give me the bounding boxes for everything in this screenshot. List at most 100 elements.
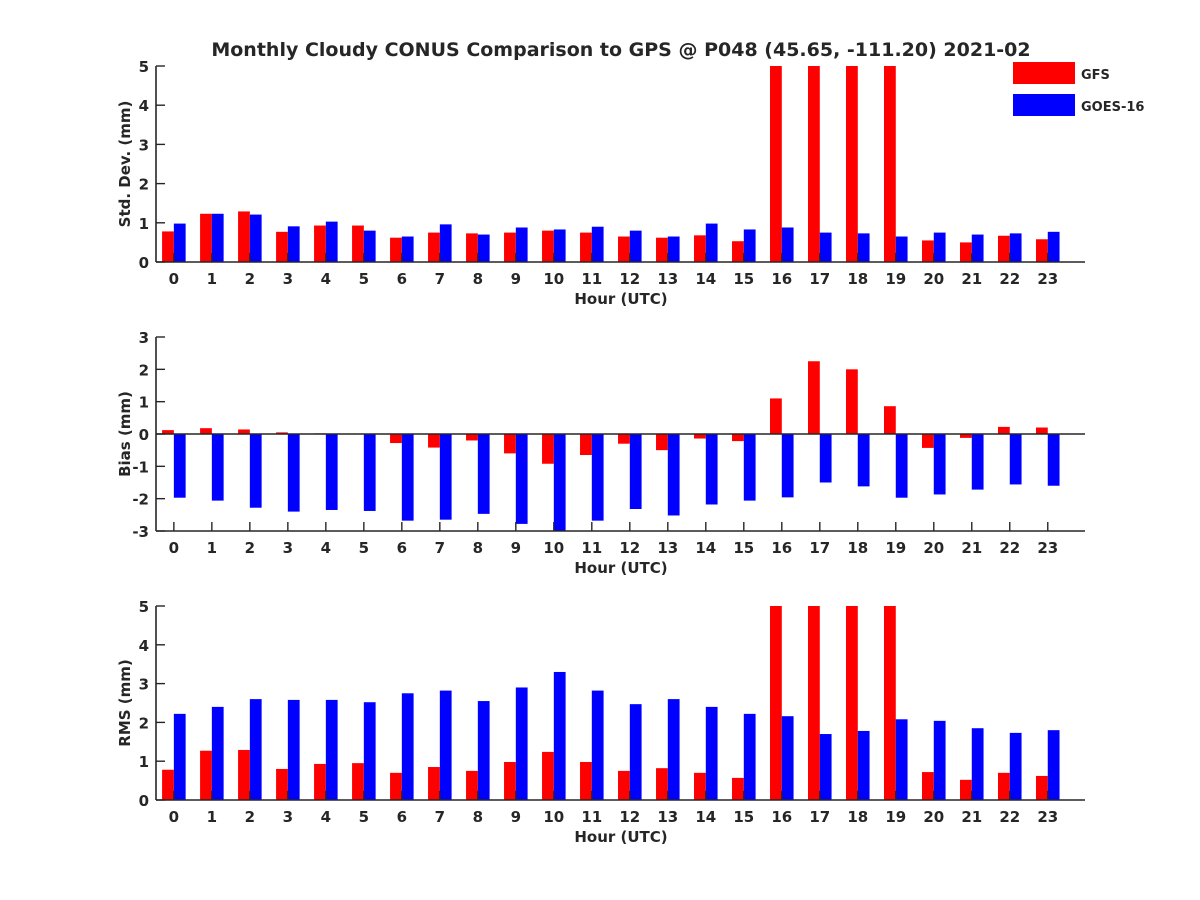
rms-bar-gfs-3 (276, 768, 288, 800)
rms-bar-gfs-18 (846, 606, 858, 800)
rms-x-tick-label: 17 (809, 808, 830, 826)
std-dev-bar-goes16-11 (591, 226, 604, 262)
bias-bar-gfs-16 (770, 398, 782, 434)
rms-bar-goes16-20 (933, 720, 946, 800)
bias-bar-gfs-19 (884, 406, 896, 434)
std-dev-x-tick-label: 9 (511, 270, 521, 288)
bias-x-tick-label: 15 (733, 539, 754, 557)
rms-x-tick-label: 11 (581, 808, 602, 826)
std-dev-x-tick-label: 14 (695, 270, 716, 288)
std-dev-bar-goes16-14 (705, 223, 718, 262)
std-dev-x-tick-label: 15 (733, 270, 754, 288)
std-dev-bar-goes16-20 (933, 232, 946, 262)
bias-bar-goes16-9 (515, 434, 528, 524)
std-dev-x-tick-label: 12 (619, 270, 640, 288)
bias-x-tick-label: 0 (169, 539, 179, 557)
legend-swatch-goes16 (1013, 94, 1075, 116)
bias-x-tick-label: 10 (543, 539, 564, 557)
rms-x-tick-label: 7 (435, 808, 445, 826)
rms-bar-goes16-13 (667, 699, 680, 800)
bias-bar-goes16-21 (971, 434, 984, 490)
bias-bar-goes16-7 (439, 434, 452, 520)
std-dev-bar-gfs-14 (694, 235, 706, 262)
bias-bar-gfs-3 (276, 432, 288, 434)
bias-x-tick-label: 22 (999, 539, 1020, 557)
rms-x-axis-label: Hour (UTC) (574, 828, 667, 846)
bias-bar-goes16-10 (553, 434, 566, 531)
std-dev-bar-gfs-2 (238, 211, 250, 262)
bias-bar-goes16-0 (173, 434, 186, 498)
rms-bar-gfs-1 (200, 750, 212, 800)
rms-bar-goes16-17 (819, 734, 832, 800)
std-dev-bar-gfs-11 (580, 232, 592, 262)
std-dev-bar-gfs-20 (922, 240, 934, 262)
std-dev-x-tick-label: 11 (581, 270, 602, 288)
std-dev-x-tick-label: 7 (435, 270, 445, 288)
bias-y-tick-label: -2 (132, 491, 149, 509)
bias-bar-gfs-15 (732, 434, 744, 442)
rms-bar-gfs-14 (694, 772, 706, 800)
std-dev-x-tick-label: 18 (847, 270, 868, 288)
rms-bar-gfs-13 (656, 768, 668, 800)
std-dev-y-tick-label: 3 (139, 136, 149, 154)
bias-bar-goes16-17 (819, 434, 832, 483)
std-dev-bar-goes16-16 (781, 227, 794, 262)
std-dev-x-tick-label: 22 (999, 270, 1020, 288)
rms-bar-gfs-7 (428, 767, 440, 800)
std-dev-bar-goes16-1 (211, 213, 224, 262)
legend-label-gfs: GFS (1081, 68, 1110, 83)
std-dev-y-tick-label: 0 (139, 254, 149, 272)
std-dev-bar-gfs-8 (466, 233, 478, 262)
std-dev-bar-gfs-22 (997, 235, 1010, 262)
std-dev-bar-gfs-5 (352, 225, 364, 262)
bias-x-tick-label: 4 (321, 539, 331, 557)
rms-bar-goes16-6 (401, 693, 414, 800)
std-dev-bar-goes16-19 (895, 236, 908, 262)
std-dev-bar-gfs-4 (314, 225, 326, 262)
std-dev-x-tick-label: 10 (543, 270, 564, 288)
rms-x-tick-label: 22 (999, 808, 1020, 826)
bias-x-tick-label: 9 (511, 539, 521, 557)
rms-bar-gfs-22 (997, 772, 1010, 800)
std-dev-x-tick-label: 21 (961, 270, 982, 288)
bias-bar-gfs-20 (922, 434, 934, 448)
bias-x-tick-label: 18 (847, 539, 868, 557)
chart-title: Monthly Cloudy CONUS Comparison to GPS @… (211, 39, 1030, 61)
rms-bar-goes16-0 (173, 713, 186, 800)
bias-y-tick-label: -1 (132, 458, 149, 476)
rms-x-tick-label: 5 (359, 808, 369, 826)
bias-bar-gfs-9 (504, 434, 516, 454)
rms-bar-gfs-21 (959, 779, 972, 800)
std-dev-y-tick-label: 2 (139, 176, 149, 194)
rms-x-tick-label: 0 (169, 808, 179, 826)
std-dev-x-tick-label: 1 (207, 270, 217, 288)
bias-bar-goes16-5 (363, 434, 376, 511)
std-dev-bar-gfs-10 (542, 230, 554, 262)
rms-x-tick-label: 9 (511, 808, 521, 826)
bias-x-tick-label: 8 (473, 539, 483, 557)
rms-bar-gfs-15 (732, 777, 744, 800)
bias-bar-gfs-11 (580, 434, 592, 456)
bias-bar-goes16-6 (401, 434, 414, 521)
rms-bar-goes16-23 (1047, 730, 1060, 800)
std-dev-bar-goes16-4 (325, 221, 338, 262)
bias-x-tick-label: 21 (961, 539, 982, 557)
bias-bar-gfs-17 (808, 361, 820, 434)
std-dev-bar-goes16-10 (553, 229, 566, 262)
std-dev-bar-goes16-13 (667, 236, 680, 262)
std-dev-bar-goes16-6 (401, 236, 414, 262)
rms-bar-goes16-21 (971, 728, 984, 800)
std-dev-bar-goes16-7 (439, 224, 452, 262)
rms-x-tick-label: 4 (321, 808, 331, 826)
rms-x-tick-label: 15 (733, 808, 754, 826)
bias-bar-goes16-14 (705, 434, 718, 505)
std-dev-bar-gfs-9 (504, 232, 516, 262)
bias-bar-gfs-8 (466, 434, 478, 441)
bias-x-tick-label: 6 (397, 539, 407, 557)
rms-bar-goes16-16 (781, 716, 794, 800)
bias-x-tick-label: 7 (435, 539, 445, 557)
std-dev-bar-goes16-0 (173, 223, 186, 262)
